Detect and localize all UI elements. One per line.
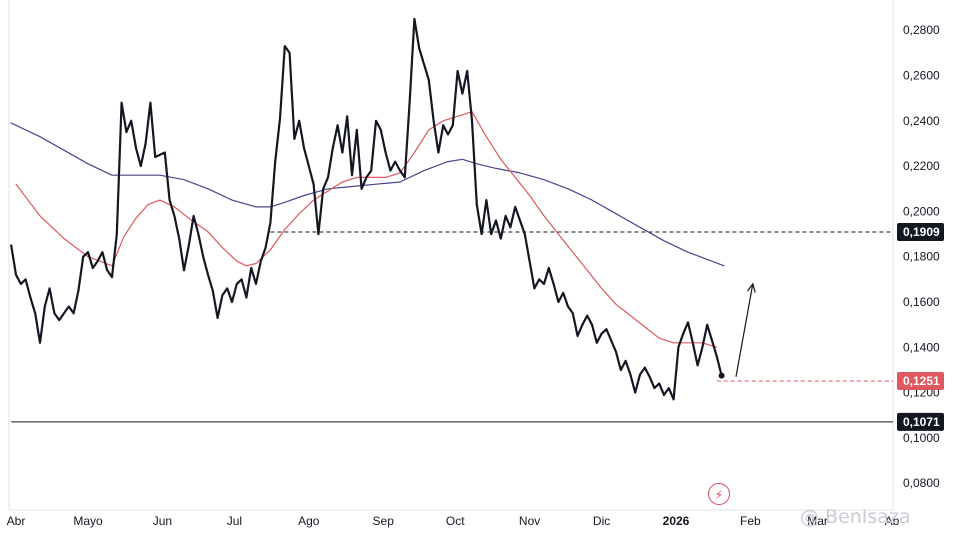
- y-tick-label: 0,1600: [903, 295, 940, 309]
- price-label-text: 0,1071: [903, 415, 940, 429]
- horizontal-levels: [11, 231, 893, 423]
- last-price-dot: [718, 372, 725, 379]
- y-tick-label: 0,0800: [903, 476, 940, 490]
- x-tick-label: Dic: [593, 514, 610, 528]
- x-tick-label: Ab: [885, 514, 900, 528]
- y-tick-label: 0,2800: [903, 23, 940, 37]
- price-label-box: [897, 412, 944, 431]
- watermark: @ BenIsaza: [800, 506, 911, 528]
- x-tick-label: Mayo: [73, 514, 103, 528]
- series-ma-red: [15, 111, 718, 348]
- x-tick-label: Feb: [740, 514, 761, 528]
- x-tick-label: Mar: [807, 514, 828, 528]
- arrow-shaft: [735, 283, 754, 377]
- price-label-2: 0,1071: [897, 412, 944, 431]
- y-tick-label: 0,2200: [903, 159, 940, 173]
- x-tick-label: Jul: [227, 514, 242, 528]
- y-tick-label: 0,2600: [903, 69, 940, 83]
- price-label-box: [897, 223, 944, 242]
- price-label-text: 0,1251: [903, 374, 940, 388]
- x-tick-label: Sep: [373, 514, 395, 528]
- x-tick-label: Abr: [7, 514, 26, 528]
- price-label-box: [897, 372, 944, 391]
- lightning-bolt-icon[interactable]: ⚡: [708, 483, 730, 505]
- series-ma-blue: [10, 122, 725, 267]
- annotations: [735, 282, 756, 377]
- y-tick-label: 0,1000: [903, 431, 940, 445]
- x-tick-label: Ago: [298, 514, 320, 528]
- price-labels: 0,1909 0,1251 0,1071: [897, 223, 944, 431]
- price-label-1: 0,1251: [897, 372, 944, 391]
- y-tick-label: 0,1400: [903, 340, 940, 354]
- time-axis[interactable]: Abr Mayo Jun Jul Ago Sep Oct Nov Dic 2026 Feb Mar Ab: [7, 514, 900, 528]
- arrow-head: [747, 282, 756, 293]
- x-tick-label: 2026: [663, 514, 690, 528]
- y-tick-label: 0,1800: [903, 250, 940, 264]
- y-tick-label: 0,2000: [903, 204, 940, 218]
- y-tick-label: 0,2400: [903, 114, 940, 128]
- series-group: [10, 17, 725, 401]
- series-price: [10, 17, 723, 401]
- price-label-0: 0,1909: [897, 223, 944, 242]
- x-tick-label: Nov: [519, 514, 540, 528]
- x-tick-label: Oct: [446, 514, 465, 528]
- price-label-text: 0,1909: [903, 225, 940, 239]
- x-tick-label: Jun: [153, 514, 172, 528]
